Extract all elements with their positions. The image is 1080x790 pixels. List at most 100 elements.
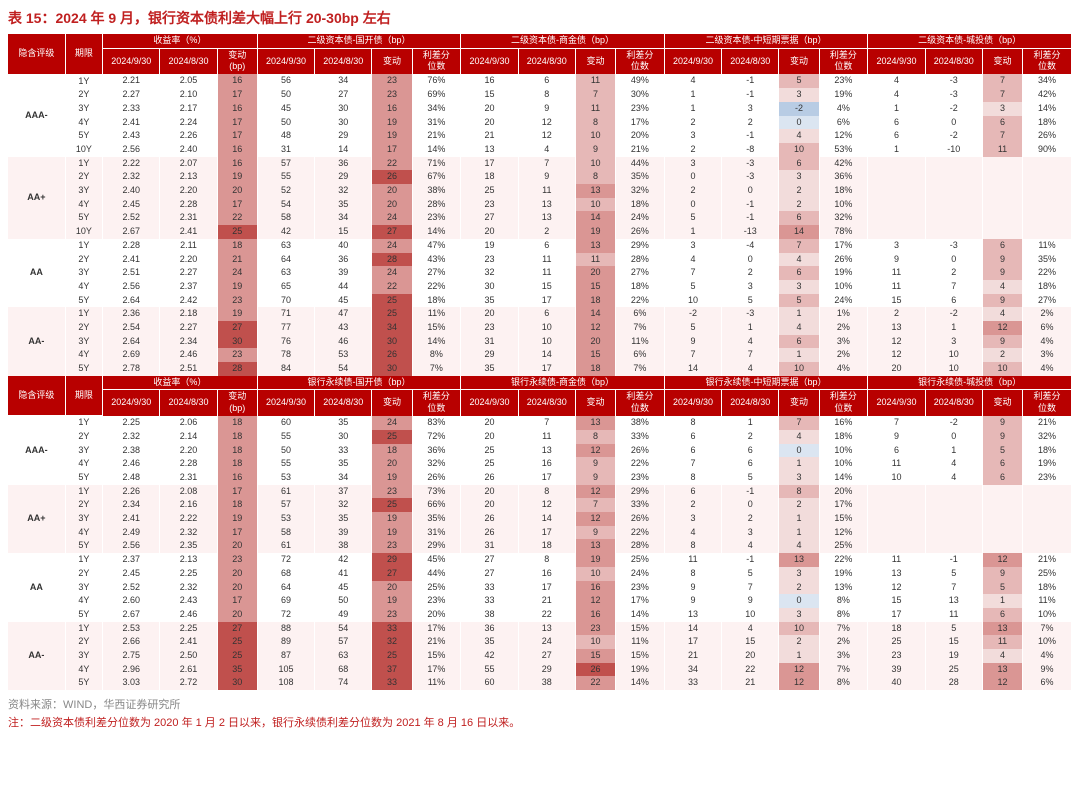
cell xyxy=(925,170,982,184)
cell-pct: 28% xyxy=(616,253,665,267)
cell: 5 xyxy=(722,294,779,308)
cell: 2.46 xyxy=(103,457,160,471)
cell-pct: 11% xyxy=(1023,594,1072,608)
cell-bp: 35 xyxy=(217,663,257,677)
cell-bp: 18 xyxy=(217,498,257,512)
cell-bp: 11 xyxy=(575,253,615,267)
cell: 2.27 xyxy=(103,88,160,102)
cell-pct: 14% xyxy=(412,143,461,157)
cell-bp: 19 xyxy=(372,471,412,485)
cell-term: 1Y xyxy=(65,553,102,567)
cell-rating: AA- xyxy=(8,622,65,690)
cell: 6 xyxy=(868,129,925,143)
cell-term: 2Y xyxy=(65,321,102,335)
cell: 0 xyxy=(722,253,779,267)
cell: 2.17 xyxy=(160,102,217,116)
cell: 4 xyxy=(664,74,721,88)
cell-bp: 17 xyxy=(217,129,257,143)
cell: 54 xyxy=(315,362,372,376)
cell: 2.10 xyxy=(160,88,217,102)
cell-pct: 1% xyxy=(819,307,868,321)
table-row: AA+1Y2.222.071657362271%1771044%3-3642% xyxy=(8,157,1072,171)
table-row: 2Y2.542.272777433415%2310127%5142%131126… xyxy=(8,321,1072,335)
cell: 2.28 xyxy=(160,198,217,212)
table-row: 5Y2.562.352061382329%31181328%84425% xyxy=(8,539,1072,553)
cell: 26 xyxy=(461,512,518,526)
cell: 7 xyxy=(722,581,779,595)
cell-bp: 5 xyxy=(779,74,819,88)
cell: 2.41 xyxy=(160,225,217,239)
cell: 34 xyxy=(664,663,721,677)
hdr-term: 期限 xyxy=(65,376,102,416)
cell-pct: 17% xyxy=(819,498,868,512)
cell-pct: 20% xyxy=(819,485,868,499)
cell: 2.25 xyxy=(160,567,217,581)
cell-bp: 26 xyxy=(372,348,412,362)
hdr-group: 二级资本债-国开债（bp） xyxy=(257,34,461,48)
cell: 2.50 xyxy=(160,649,217,663)
cell-pct: 18% xyxy=(1023,581,1072,595)
cell-bp: 23 xyxy=(372,88,412,102)
cell: 2.25 xyxy=(103,416,160,430)
hdr-sub: 2024/9/30 xyxy=(664,390,721,416)
cell-pct: 35% xyxy=(616,170,665,184)
cell: -3 xyxy=(925,74,982,88)
cell-pct: 4% xyxy=(1023,335,1072,349)
cell: 29 xyxy=(461,348,518,362)
cell: 10 xyxy=(518,321,575,335)
cell-term: 1Y xyxy=(65,622,102,636)
cell-pct: 35% xyxy=(1023,253,1072,267)
cell: 6 xyxy=(722,457,779,471)
cell: 2.69 xyxy=(103,348,160,362)
cell-bp: 12 xyxy=(779,676,819,690)
cell: 58 xyxy=(257,211,314,225)
cell: -3 xyxy=(722,157,779,171)
cell: 17 xyxy=(518,294,575,308)
cell-pct: 26% xyxy=(616,512,665,526)
cell-bp: 12 xyxy=(982,676,1022,690)
cell-bp: 12 xyxy=(575,444,615,458)
cell: 2.13 xyxy=(160,170,217,184)
table-row: 10Y2.672.412542152714%2021926%1-131478% xyxy=(8,225,1072,239)
cell-bp: 17 xyxy=(217,594,257,608)
cell-bp xyxy=(982,539,1022,553)
cell-bp: 11 xyxy=(575,74,615,88)
hdr-sub: 变动 xyxy=(982,390,1022,416)
cell-bp: 23 xyxy=(217,553,257,567)
cell: 63 xyxy=(257,239,314,253)
cell: 2.96 xyxy=(103,663,160,677)
cell-bp: 12 xyxy=(575,485,615,499)
cell: 33 xyxy=(461,594,518,608)
cell: 72 xyxy=(257,608,314,622)
cell: 9 xyxy=(722,594,779,608)
cell: 39 xyxy=(315,526,372,540)
cell: 55 xyxy=(257,457,314,471)
cell-term: 3Y xyxy=(65,266,102,280)
cell: 12 xyxy=(868,581,925,595)
cell-bp: 3 xyxy=(779,170,819,184)
cell-pct: 13% xyxy=(819,581,868,595)
hdr-rating: 隐含评级 xyxy=(8,376,65,416)
cell: 2.78 xyxy=(103,362,160,376)
cell-bp: 17 xyxy=(372,143,412,157)
cell-pct: 18% xyxy=(819,184,868,198)
hdr-sub: 变动(bp) xyxy=(217,390,257,416)
cell: 24 xyxy=(518,635,575,649)
cell: 13 xyxy=(664,608,721,622)
cell: 3 xyxy=(722,102,779,116)
hdr-group: 二级资本债-中短期票据（bp） xyxy=(664,34,868,48)
cell: 4 xyxy=(868,88,925,102)
cell-bp: 18 xyxy=(217,239,257,253)
hdr-sub: 变动(bp) xyxy=(217,48,257,74)
cell-bp: 2 xyxy=(779,498,819,512)
cell: 76 xyxy=(257,335,314,349)
cell-bp: 3 xyxy=(982,102,1022,116)
cell-bp: 16 xyxy=(217,157,257,171)
cell: 1 xyxy=(664,102,721,116)
cell-bp: 17 xyxy=(217,198,257,212)
cell: 69 xyxy=(257,594,314,608)
cell: 55 xyxy=(257,170,314,184)
cell-pct: 6% xyxy=(1023,676,1072,690)
cell-bp xyxy=(982,485,1022,499)
cell-pct: 67% xyxy=(412,170,461,184)
